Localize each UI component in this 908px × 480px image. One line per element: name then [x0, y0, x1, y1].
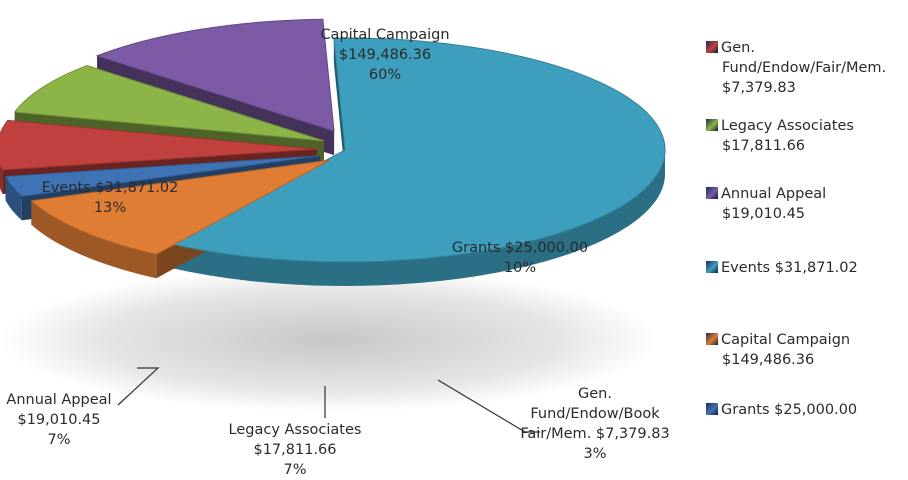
- slice-label-capital-name: Capital Campaign: [320, 27, 450, 43]
- legend-text: Grants $25,000.00: [721, 402, 858, 418]
- legend-text: $19,010.45: [722, 206, 806, 222]
- slice-label-capital-value: $149,486.36: [338, 47, 432, 63]
- legend-item-capital: Capital Campaign $149,486.36: [706, 330, 850, 370]
- slice-label-legacy: Legacy Associates $17,811.66 7%: [210, 420, 380, 480]
- pie-slice-grants: [30, 159, 330, 255]
- slice-label-legacy-value: $17,811.66: [253, 442, 337, 458]
- legend-item-events: Events $31,871.02: [706, 258, 858, 278]
- legend-swatch-icon: [706, 119, 718, 131]
- slice-label-genfund-l2: Fund/Endow/Book: [530, 406, 660, 422]
- legend-swatch-icon: [706, 333, 718, 345]
- legend-item-grants: Grants $25,000.00: [706, 400, 857, 420]
- legend-item-annual: Annual Appeal $19,010.45: [706, 184, 826, 224]
- legend-text: Events $31,871.02: [721, 260, 858, 276]
- pie-shadow: [0, 268, 660, 412]
- pie-slice-capital: [170, 37, 666, 263]
- slice-label-genfund-l1: Gen.: [578, 386, 612, 402]
- slice-label-capital-percent: 60%: [368, 67, 402, 83]
- pie-slice-events: [95, 18, 335, 132]
- slice-label-genfund-percent: 3%: [583, 446, 607, 462]
- pie-slice-legacy: [0, 119, 318, 171]
- legend-text: Legacy Associates: [721, 118, 854, 134]
- legend-swatch-icon: [706, 187, 718, 199]
- legend-swatch-icon: [706, 261, 718, 273]
- slice-label-annual-name: Annual Appeal: [6, 392, 112, 408]
- legend-text: Capital Campaign: [721, 332, 851, 348]
- legend-swatch-icon: [706, 403, 718, 415]
- pie-slice-wall-capital: [333, 38, 345, 175]
- legend-item-legacy: Legacy Associates $17,811.66: [706, 116, 854, 156]
- leader-line-genfund: [437, 379, 540, 433]
- slice-label-events: Events $31,871.02 13%: [30, 178, 190, 218]
- legend-item-genfund: Gen. Fund/Endow/Fair/Mem. $7,379.83: [706, 38, 886, 98]
- pie-slice-genfund: [4, 155, 321, 197]
- legend-text: $149,486.36: [722, 352, 815, 368]
- slice-label-events-name: Events $31,871.02: [41, 180, 179, 196]
- slice-label-events-percent: 13%: [93, 200, 127, 216]
- legend-text: $7,379.83: [722, 80, 796, 96]
- legend: Gen. Fund/Endow/Fair/Mem. $7,379.83 Lega…: [706, 38, 906, 468]
- pie-slice-side-genfund: [5, 176, 22, 221]
- slice-label-grants-name: Grants $25,000.00: [451, 240, 589, 256]
- legend-text: Gen.: [721, 40, 755, 56]
- pie-slice-side-grants: [31, 200, 157, 279]
- pie-slice-annual: [13, 65, 325, 142]
- slice-label-grants: Grants $25,000.00 10%: [440, 238, 600, 278]
- slice-label-annual-value: $19,010.45: [17, 412, 101, 428]
- slice-label-legacy-percent: 7%: [283, 462, 307, 478]
- legend-text: Annual Appeal: [721, 186, 827, 202]
- legend-text: $17,811.66: [722, 138, 806, 154]
- slice-label-grants-percent: 10%: [503, 260, 537, 276]
- slice-label-annual-percent: 7%: [47, 432, 71, 448]
- legend-swatch-icon: [706, 41, 718, 53]
- pie-slice-side-legacy: [0, 164, 3, 194]
- slice-label-genfund-l3: Fair/Mem. $7,379.83: [520, 426, 670, 442]
- slice-label-legacy-name: Legacy Associates: [228, 422, 362, 438]
- leader-line-annual: [117, 367, 160, 406]
- pie-slice-side-capital: [171, 150, 665, 286]
- slice-label-genfund: Gen. Fund/Endow/Book Fair/Mem. $7,379.83…: [500, 384, 690, 464]
- legend-text: Fund/Endow/Fair/Mem.: [722, 60, 887, 76]
- pie-chart: [0, 18, 666, 433]
- slice-label-capital: Capital Campaign $149,486.36 60%: [300, 25, 470, 85]
- slice-label-annual: Annual Appeal $19,010.45 7%: [0, 390, 118, 450]
